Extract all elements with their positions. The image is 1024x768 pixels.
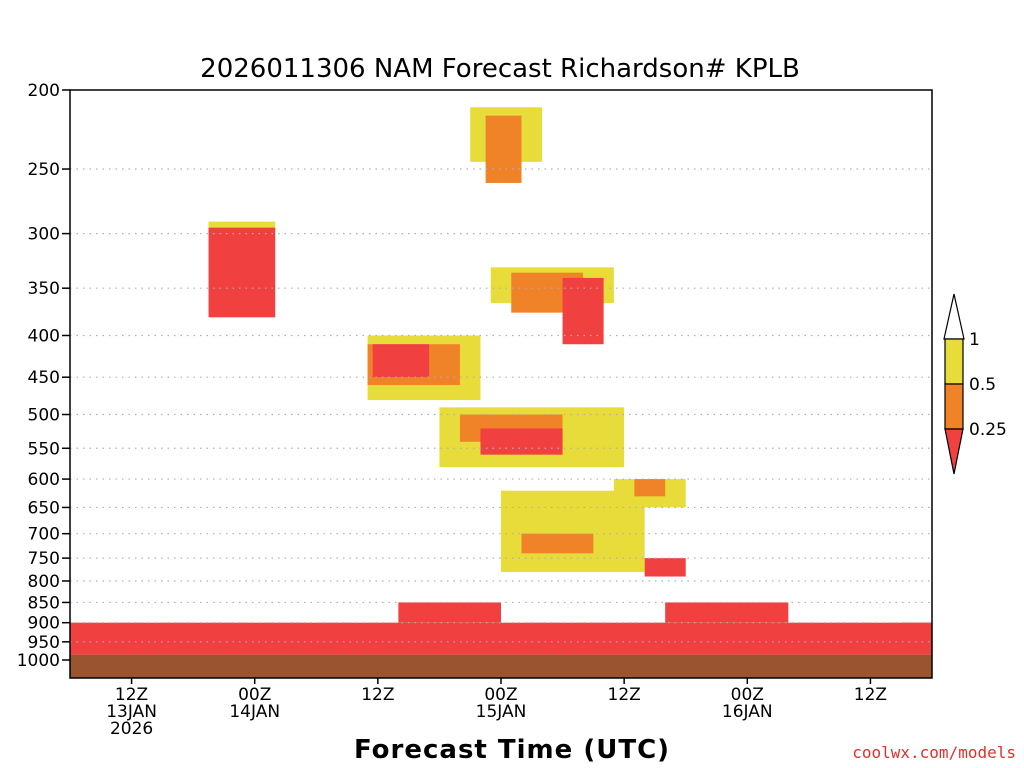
plot-area: [69, 89, 933, 679]
y-tick-label-700: 700: [28, 525, 60, 545]
legend-top-arrow: [943, 293, 965, 340]
y-tick-label-250: 250: [28, 160, 60, 180]
y-tick-label-200: 200: [28, 81, 60, 101]
x-tick-label-0-1: 13JAN: [106, 702, 157, 722]
legend-swatch-1: [944, 383, 964, 430]
y-tick-label-800: 800: [28, 572, 60, 592]
heatmap-region-2: [665, 602, 789, 623]
y-tick-label-1000: 1000: [17, 651, 60, 671]
heatmap-region-20: [644, 558, 686, 577]
pressure-gridlines: [70, 168, 932, 643]
y-axis-ticks: 200 250 300 350 400 450 500 550 600 650 700 750 8008…: [17, 81, 70, 671]
x-axis-label: Forecast Time (UTC): [354, 735, 670, 765]
x-tick-label-3-1: 15JAN: [476, 702, 527, 722]
ground-layer: [70, 654, 932, 678]
y-tick-label-850: 850: [28, 593, 60, 613]
heatmap-region-1: [398, 602, 501, 623]
y-tick-label-600: 600: [28, 470, 60, 490]
x-tick-label-1-0: 00Z: [238, 685, 271, 705]
heatmap-regions: [70, 107, 932, 655]
heatmap-region-0: [70, 622, 932, 655]
legend: 1 0.5 0.25: [943, 293, 1007, 475]
y-tick-label-750: 750: [28, 549, 60, 569]
y-tick-label-650: 650: [28, 498, 60, 518]
heatmap-region-21: [901, 622, 932, 646]
y-tick-label-950: 950: [28, 633, 60, 653]
heatmap-region-17: [521, 533, 594, 554]
y-tick-label-400: 400: [28, 326, 60, 346]
x-tick-label-4-0: 12Z: [608, 685, 641, 705]
legend-label-2: 0.25: [969, 420, 1007, 440]
x-tick-label-0-0: 12Z: [115, 685, 148, 705]
legend-label-1: 0.5: [969, 375, 996, 395]
heatmap-region-6: [485, 115, 522, 183]
heatmap-region-15: [480, 428, 563, 455]
heatmap-region-4: [208, 227, 276, 318]
y-tick-label-900: 900: [28, 614, 60, 634]
y-tick-label-350: 350: [28, 279, 60, 299]
y-tick-label-500: 500: [28, 406, 60, 426]
plot-background: [70, 90, 932, 678]
heatmap-region-12: [372, 344, 430, 378]
legend-label-0: 1: [969, 330, 980, 350]
heatmap-region-9: [562, 277, 604, 345]
x-tick-label-0-2: 2026: [110, 719, 153, 739]
y-tick-label-550: 550: [28, 439, 60, 459]
chart-title: 2026011306 NAM Forecast Richardson# KPLB: [200, 54, 800, 84]
x-tick-label-6-0: 12Z: [854, 685, 887, 705]
x-tick-label-3-0: 00Z: [484, 685, 517, 705]
x-tick-label-5-0: 00Z: [731, 685, 764, 705]
heatmap-region-19: [634, 479, 666, 497]
y-tick-label-300: 300: [28, 225, 60, 245]
legend-bottom-arrow: [944, 428, 964, 475]
credit-text: coolwx.com/models: [852, 743, 1016, 762]
x-tick-label-2-0: 12Z: [361, 685, 394, 705]
x-tick-label-5-1: 16JAN: [722, 702, 773, 722]
legend-swatch-0: [944, 338, 964, 385]
x-tick-label-1-1: 14JAN: [229, 702, 280, 722]
y-tick-label-450: 450: [28, 368, 60, 388]
